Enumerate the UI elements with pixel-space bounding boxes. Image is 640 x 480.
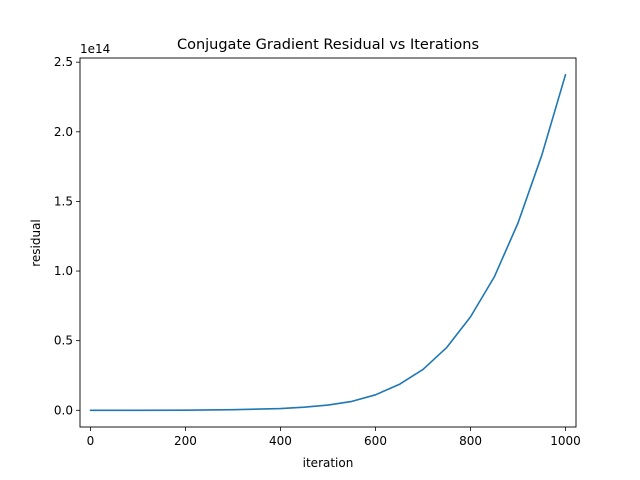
x-tick-label: 200	[174, 434, 197, 448]
y-tick-label: 2.5	[54, 55, 73, 69]
chart-title: Conjugate Gradient Residual vs Iteration…	[177, 37, 479, 53]
x-tick-label: 1000	[550, 434, 581, 448]
y-tick-label: 0.0	[54, 403, 73, 417]
series-line	[89, 73, 567, 412]
y-tick-label: 0.5	[54, 334, 73, 348]
x-tick-label: 400	[269, 434, 292, 448]
x-tick-label: 600	[364, 434, 387, 448]
y-tick-label: 1.5	[54, 194, 73, 208]
x-tick-label: 800	[459, 434, 482, 448]
x-axis-label: iteration	[303, 456, 354, 470]
y-axis-label: residual	[29, 219, 43, 267]
y-tick-label: 1.0	[54, 264, 73, 278]
y-offset-label: 1e14	[80, 42, 110, 56]
plot-frame	[79, 57, 577, 428]
y-tick-label: 2.0	[54, 125, 73, 139]
x-tick-label: 0	[87, 434, 95, 448]
